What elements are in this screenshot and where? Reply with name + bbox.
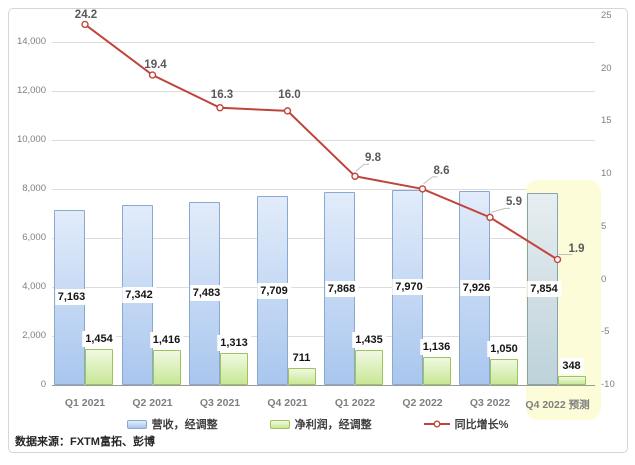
x-axis-category-label: Q1 2021 — [64, 397, 106, 409]
revenue-value-label: 7,483 — [189, 285, 224, 302]
profit-value-label: 1,313 — [217, 334, 251, 351]
x-axis-category-label: Q3 2021 — [199, 397, 241, 409]
left-axis-tick-label: 2,000 — [22, 330, 46, 341]
left-axis-tick-label: 6,000 — [22, 232, 46, 243]
left-axis-tick-label: 10,000 — [16, 134, 46, 145]
plot-gridline — [52, 336, 595, 337]
profit-value-label: 348 — [559, 358, 584, 375]
growth-value-label: 16.3 — [210, 88, 234, 101]
revenue-value-label: 7,970 — [392, 279, 426, 296]
right-axis-tick-label: -10 — [601, 379, 615, 390]
profit-value-label: 1,435 — [352, 331, 386, 348]
growth-value-label: 8.6 — [433, 164, 450, 177]
profit-bar — [355, 349, 383, 385]
right-axis-tick-label: 10 — [601, 168, 612, 180]
legend-label-revenue: 营收，经调整 — [151, 419, 218, 431]
revenue-value-label: 7,868 — [324, 280, 359, 297]
growth-value-label: 24.2 — [74, 9, 98, 22]
right-axis-tick-label: 15 — [601, 115, 612, 127]
left-axis-tick-label: 12,000 — [16, 85, 46, 96]
legend-label-growth: 同比增长% — [454, 419, 509, 431]
right-axis-tick-label: 20 — [601, 62, 612, 74]
x-axis-line — [52, 385, 595, 386]
x-axis-category-label: Q2 2022 — [402, 397, 443, 409]
revenue-value-label: 7,342 — [122, 287, 156, 304]
growth-value-label: 16.0 — [278, 88, 301, 101]
right-axis-tick-label: -5 — [601, 326, 610, 338]
legend-swatch-profit — [269, 419, 290, 429]
profit-bar — [85, 349, 113, 385]
plot-gridline — [52, 91, 595, 92]
profit-value-label: 711 — [289, 349, 314, 366]
legend-item: 同比增长% — [423, 416, 509, 432]
x-axis-category-label: Q1 2022 — [334, 397, 376, 409]
x-axis-category-label: Q2 2021 — [132, 397, 173, 409]
right-axis-tick-label: 25 — [601, 10, 612, 21]
legend-swatch-growth-line — [423, 420, 450, 428]
left-axis-tick-label: 0 — [40, 379, 46, 390]
x-axis-category-label: Q3 2022 — [469, 397, 511, 409]
x-axis-category-label: Q4 2021 — [267, 397, 308, 409]
right-axis-tick-label: 5 — [601, 220, 607, 232]
growth-value-label: 1.9 — [568, 242, 585, 255]
profit-value-label: 1,050 — [487, 341, 521, 358]
profit-value-label: 1,454 — [82, 331, 116, 348]
revenue-value-label: 7,709 — [257, 282, 291, 299]
legend-item: 净利润，经调整 — [269, 416, 372, 432]
profit-bar — [490, 359, 518, 385]
legend-label-profit: 净利润，经调整 — [294, 419, 372, 431]
profit-bar — [557, 376, 586, 385]
plot-gridline — [52, 42, 595, 43]
left-axis-tick-label: 14,000 — [16, 36, 46, 47]
revenue-value-label: 7,163 — [54, 289, 89, 306]
profit-bar — [152, 350, 181, 385]
right-axis-tick-label: 0 — [601, 273, 607, 285]
growth-value-label: 9.8 — [365, 152, 381, 165]
profit-bar — [287, 367, 316, 385]
growth-value-label: 5.9 — [506, 196, 522, 209]
growth-value-label: 19.4 — [144, 59, 167, 72]
plot-gridline — [52, 140, 595, 141]
legend-item: 营收，经调整 — [126, 416, 218, 432]
profit-bar — [220, 352, 248, 385]
plot-gridline — [52, 189, 595, 190]
left-axis-tick-label: 8,000 — [22, 183, 46, 194]
profit-value-label: 1,136 — [419, 339, 454, 356]
x-axis-category-label: Q4 2022 预测 — [525, 399, 590, 411]
source-note: 数据来源：FXTM富拓、彭博 — [15, 436, 155, 448]
legend-swatch-revenue — [126, 419, 147, 429]
plot-gridline — [52, 287, 595, 288]
chart-legend: 营收，经调整 净利润，经调整 同比增长% — [0, 416, 635, 432]
revenue-value-label: 7,926 — [459, 279, 494, 296]
profit-value-label: 1,416 — [149, 332, 184, 349]
left-axis-tick-label: 4,000 — [22, 281, 46, 292]
profit-bar — [422, 357, 451, 385]
revenue-value-label: 7,854 — [527, 280, 561, 297]
